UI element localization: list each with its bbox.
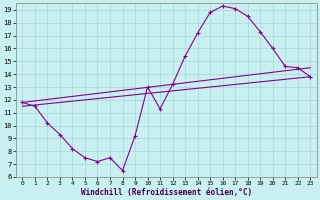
X-axis label: Windchill (Refroidissement éolien,°C): Windchill (Refroidissement éolien,°C) [81, 188, 252, 197]
